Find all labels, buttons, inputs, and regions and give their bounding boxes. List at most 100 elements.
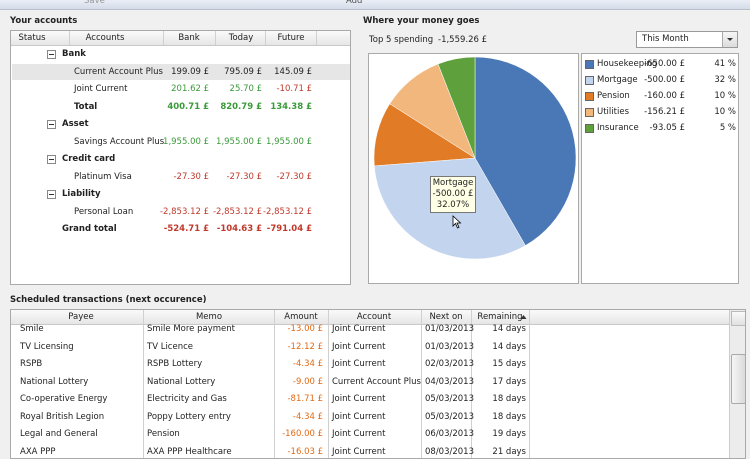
cell: 14 days [492, 341, 526, 352]
tooltip-amount: -500.00 £ [432, 189, 474, 199]
amount-cell: -791.04 £ [266, 224, 312, 234]
scrollbar [729, 310, 745, 458]
cell: Poppy Lottery entry [147, 411, 231, 422]
legend-amount: -160.00 £ [644, 91, 685, 101]
cell: Smile More payment [147, 324, 235, 334]
column-divider [421, 310, 422, 458]
cell: Pension [147, 429, 180, 439]
legend-swatch [585, 92, 594, 101]
amount-cell: 1,955.00 £ [163, 136, 209, 147]
legend-label: Housekeeping [597, 59, 658, 69]
account-name: Current Account Plus [74, 66, 163, 77]
column-header: Today [228, 33, 254, 43]
amount-cell: 1,955.00 £ [266, 136, 312, 147]
pie-slice[interactable] [474, 56, 577, 246]
cell: Co-operative Energy [20, 394, 108, 404]
cell: 17 days [492, 376, 526, 387]
cell: RSPB Lottery [147, 359, 203, 369]
grand-total-label: Grand total [62, 224, 117, 234]
legend-percent: 5 % [719, 123, 736, 133]
top-spending-amount: -1,559.26 £ [438, 35, 488, 45]
amount-cell: -27.30 £ [226, 171, 262, 182]
cell: -16.03 £ [287, 446, 323, 457]
account-name: Savings Account Plus [74, 136, 165, 147]
dropdown-arrow [727, 38, 733, 41]
cell: 18 days [492, 411, 526, 422]
selected-row [12, 63, 350, 80]
account-name: Joint Current [74, 84, 128, 94]
cell: Joint Current [332, 429, 386, 439]
column-divider [471, 310, 472, 458]
scheduled-panel: Payee Memo Amount Account Next on Remaining Sm… [10, 309, 746, 459]
cell: 14 days [492, 324, 526, 334]
scroll-thumb[interactable] [731, 354, 745, 404]
amount-cell: -27.30 £ [173, 171, 209, 182]
cell: Smile [20, 324, 44, 334]
column-divider [274, 310, 275, 458]
column-header: Account [356, 312, 392, 322]
expander[interactable] [47, 189, 56, 199]
cell: 04/03/2013 [425, 376, 474, 387]
cell: AXA PPP [20, 446, 56, 457]
amount-cell: -10.71 £ [276, 84, 312, 94]
amount-cell: -2,853.12 £ [159, 206, 209, 217]
legend-label: Mortgage [597, 75, 638, 85]
cell: 18 days [492, 394, 526, 404]
amount-cell: 145.09 £ [274, 66, 312, 77]
dropdown-button[interactable] [722, 32, 737, 47]
cell: Joint Current [332, 394, 386, 404]
amount-cell: -27.30 £ [276, 171, 312, 182]
legend-amount: -93.05 £ [649, 123, 685, 133]
scroll-up[interactable] [731, 311, 745, 326]
expander[interactable] [47, 49, 56, 59]
cell: AXA PPP Healthcare [147, 446, 232, 457]
column-divider [328, 310, 329, 458]
column-divider [163, 31, 164, 45]
column-header: Payee [68, 312, 94, 322]
expander[interactable] [47, 154, 56, 164]
period-dropdown[interactable]: This Month [636, 31, 738, 48]
column-divider [69, 31, 70, 45]
accounts-panel: Status Accounts Bank Today Future Bank Current… [10, 30, 351, 285]
pie-slice[interactable] [437, 56, 476, 159]
cell: Joint Current [332, 359, 386, 369]
sort-arrow[interactable] [520, 314, 527, 320]
cell: -12.12 £ [287, 341, 323, 352]
column-header: Memo [195, 312, 223, 322]
cell: -9.00 £ [292, 376, 323, 387]
column-divider [265, 31, 266, 45]
pie-chart [373, 56, 577, 260]
cell: 05/03/2013 [425, 411, 474, 422]
legend-swatch [585, 76, 594, 85]
group-name: Asset [62, 119, 89, 129]
cell: TV Licence [147, 341, 193, 352]
cell: 01/03/2013 [425, 341, 474, 352]
cell: 15 days [492, 359, 526, 369]
tooltip-label: Mortgage [432, 178, 474, 188]
amount-cell: -104.63 £ [216, 224, 262, 234]
amount-cell: 25.70 £ [229, 84, 262, 94]
column-header: Remaining [477, 312, 523, 322]
mouse-cursor [452, 215, 462, 229]
amount-cell: -2,853.12 £ [212, 206, 262, 217]
top-spending-label: Top 5 spending [369, 35, 434, 45]
cell: 08/03/2013 [425, 446, 474, 457]
amount-cell: -2,853.12 £ [262, 206, 312, 217]
legend-label: Utilities [597, 107, 629, 117]
amount-cell: 820.79 £ [220, 101, 262, 112]
cell: Legal and General [20, 429, 98, 439]
legend-panel: Housekeeping -650.00 £ 41 % Mortgage -500.00… [581, 53, 739, 284]
expander[interactable] [47, 119, 56, 129]
amount-cell: 199.09 £ [171, 66, 209, 77]
period-value: This Month [642, 34, 689, 44]
legend-percent: 32 % [714, 75, 736, 85]
cell: -81.71 £ [287, 394, 323, 404]
legend-percent: 41 % [714, 59, 736, 69]
cell: Joint Current [332, 341, 386, 352]
column-header: Bank [178, 33, 200, 43]
column-header: Status [18, 33, 46, 43]
legend-swatch [585, 108, 594, 117]
column-divider [529, 310, 530, 458]
account-name: Personal Loan [74, 206, 134, 217]
column-divider [215, 31, 216, 45]
